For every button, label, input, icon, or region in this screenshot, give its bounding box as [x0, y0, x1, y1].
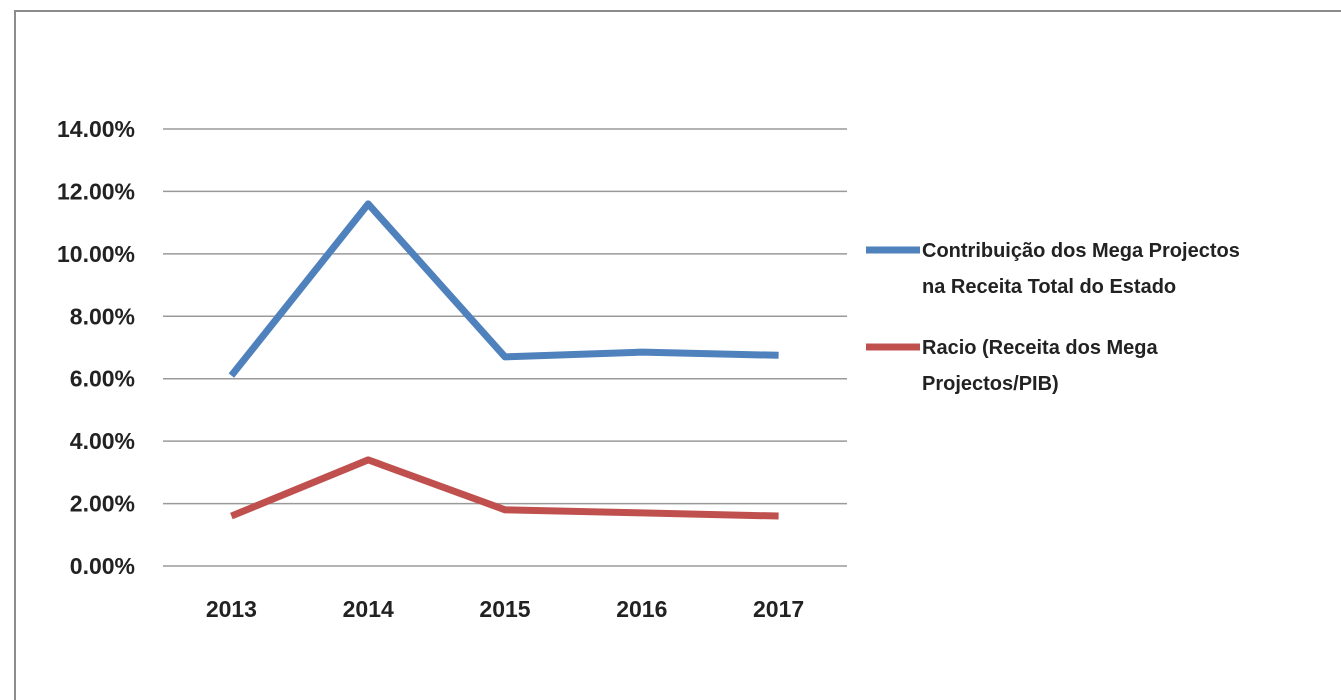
series-line-2 [231, 460, 778, 516]
legend-label-1: Contribuição dos Mega Projectos [922, 240, 1240, 262]
y-tick-label: 10.00% [57, 241, 135, 267]
x-axis: 2013 2014 2015 2016 2017 [206, 596, 804, 622]
y-tick-label: 12.00% [57, 178, 135, 204]
x-tick-label: 2013 [206, 596, 257, 622]
y-tick-label: 0.00% [70, 553, 135, 579]
y-tick-label: 14.00% [57, 116, 135, 142]
x-tick-label: 2014 [343, 596, 394, 622]
y-tick-label: 4.00% [70, 428, 135, 454]
x-tick-label: 2016 [616, 596, 667, 622]
legend-label-2: Racio (Receita dos Mega [922, 337, 1159, 359]
y-tick-label: 6.00% [70, 366, 135, 392]
y-tick-label: 8.00% [70, 303, 135, 329]
series-line-1 [231, 204, 778, 376]
legend-label-1: na Receita Total do Estado [922, 276, 1176, 298]
x-tick-label: 2015 [479, 596, 530, 622]
y-tick-label: 2.00% [70, 491, 135, 517]
x-tick-label: 2017 [753, 596, 804, 622]
legend-label-2: Projectos/PIB) [922, 373, 1059, 395]
legend: Contribuição dos Mega Projectos na Receit… [866, 240, 1240, 395]
y-axis: 0.00% 2.00% 4.00% 6.00% 8.00% 10.00% 12.00% 14.… [57, 116, 135, 579]
series-lines [231, 204, 778, 516]
